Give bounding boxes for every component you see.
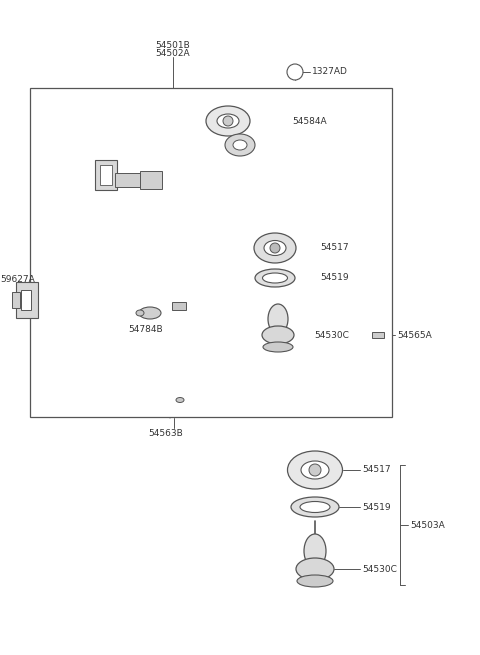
Text: 54584A: 54584A [292,117,326,126]
Ellipse shape [301,461,329,479]
Ellipse shape [300,502,330,512]
Text: 54502A: 54502A [156,50,190,58]
Bar [100,165,112,185]
Ellipse shape [136,310,144,316]
Circle shape [223,116,233,126]
Text: 54530C: 54530C [362,565,397,574]
Ellipse shape [254,233,296,263]
Ellipse shape [225,134,255,156]
Circle shape [309,464,321,476]
Ellipse shape [291,497,339,517]
Ellipse shape [217,114,239,128]
Text: 54565A: 54565A [397,331,432,339]
Bar [16,282,38,318]
Text: 59627A: 59627A [0,276,35,284]
Text: 54503A: 54503A [410,521,445,529]
Ellipse shape [139,307,161,319]
Bar [21,290,31,310]
Bar [30,88,392,417]
Text: 54517: 54517 [362,466,391,474]
Ellipse shape [176,398,184,403]
Ellipse shape [263,273,288,283]
Text: 54784B: 54784B [128,326,163,335]
Bar [140,171,162,189]
Bar [95,160,117,190]
Circle shape [287,64,303,80]
Text: 54530C: 54530C [314,331,349,339]
Ellipse shape [233,140,247,150]
Ellipse shape [304,534,326,568]
Polygon shape [68,130,265,250]
Ellipse shape [268,304,288,334]
Bar [115,173,143,187]
Ellipse shape [262,326,294,344]
Text: 54517: 54517 [320,244,348,252]
Text: 54519: 54519 [362,502,391,512]
Text: 54501B: 54501B [156,41,191,50]
Text: 54563B: 54563B [148,428,183,438]
Ellipse shape [288,451,343,489]
Bar [172,302,186,310]
Circle shape [270,243,280,253]
Ellipse shape [296,558,334,580]
Ellipse shape [255,269,295,287]
Bar [372,332,384,338]
Text: 54519: 54519 [320,274,348,282]
Ellipse shape [263,342,293,352]
Ellipse shape [297,575,333,587]
Ellipse shape [264,240,286,255]
Bar [12,292,20,308]
Text: 1327AD: 1327AD [312,67,348,77]
Ellipse shape [206,106,250,136]
